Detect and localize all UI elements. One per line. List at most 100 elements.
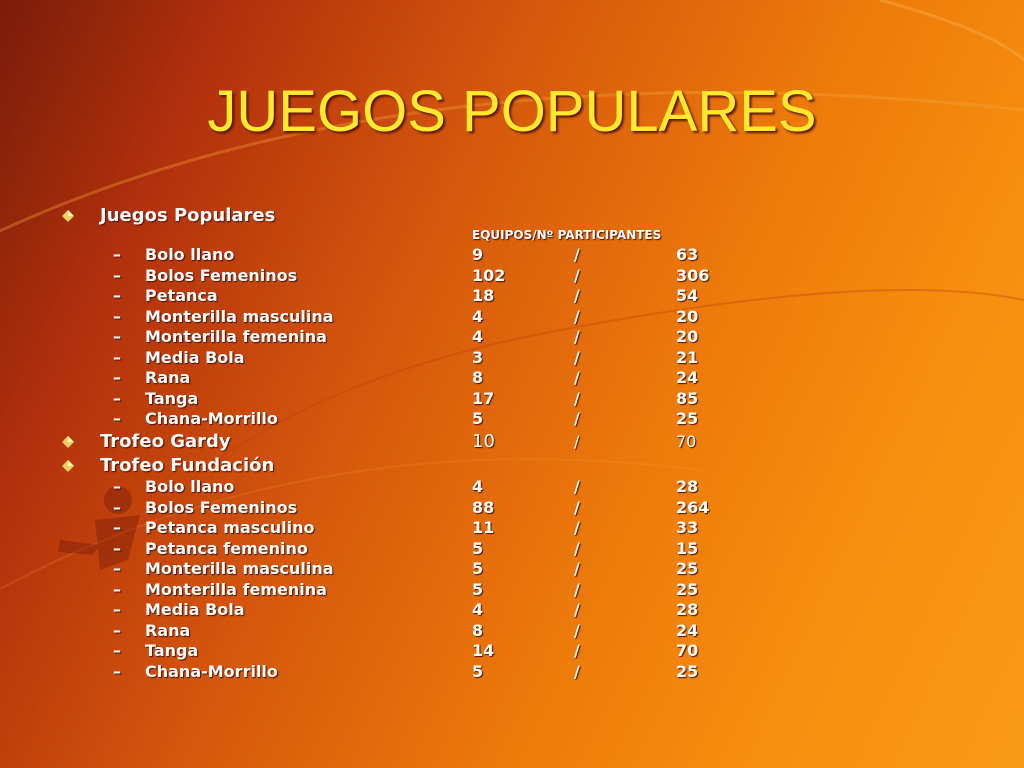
- equipos-value: 102: [472, 265, 506, 285]
- diamond-bullet-icon: [62, 436, 74, 448]
- section-label: Juegos Populares: [100, 205, 276, 226]
- separator: /: [574, 641, 580, 660]
- diamond-bullet-icon: [62, 460, 74, 472]
- equipos-value: 5: [472, 559, 484, 578]
- equipos-value: 5: [472, 579, 484, 599]
- equipos-value: 4: [472, 327, 484, 346]
- participantes-value: 20: [676, 306, 699, 326]
- item-name: Media Bola: [145, 600, 245, 619]
- dash-bullet: –: [113, 286, 121, 305]
- participantes-value: 306: [676, 265, 710, 285]
- equipos-value: 3: [472, 347, 484, 367]
- dash-bullet: –: [113, 497, 121, 517]
- equipos-value: 4: [472, 306, 484, 326]
- participantes-value: 70: [676, 432, 697, 451]
- item-name: Bolos Femeninos: [145, 497, 298, 517]
- item-name: Petanca femenino: [145, 538, 308, 558]
- equipos-value: 9: [472, 245, 484, 264]
- participantes-value: 20: [676, 327, 699, 346]
- dash-bullet: –: [113, 368, 121, 387]
- dash-bullet: –: [113, 579, 121, 599]
- equipos-value: 11: [472, 518, 495, 537]
- section-label: Trofeo Gardy: [100, 431, 231, 452]
- equipos-value: 5: [472, 538, 484, 558]
- separator: /: [574, 518, 580, 537]
- participantes-value: 24: [676, 620, 699, 640]
- participantes-value: 264: [676, 497, 710, 517]
- equipos-value: 14: [472, 641, 495, 660]
- equipos-value: 18: [472, 286, 495, 305]
- dash-bullet: –: [113, 600, 121, 619]
- item-name: Bolo llano: [145, 477, 235, 496]
- item-name: Tanga: [145, 388, 199, 408]
- participantes-value: 63: [676, 245, 699, 264]
- item-name: Bolos Femeninos: [145, 265, 298, 285]
- diamond-bullet-icon: [62, 210, 74, 222]
- equipos-value: 8: [472, 620, 484, 640]
- participantes-value: 33: [676, 518, 699, 537]
- participantes-value: 25: [676, 559, 699, 578]
- item-name: Monterilla masculina: [145, 559, 334, 578]
- dash-bullet: –: [113, 409, 121, 428]
- equipos-value: 5: [472, 661, 484, 681]
- equipos-value: 4: [472, 477, 484, 496]
- item-name: Petanca masculino: [145, 518, 315, 537]
- participantes-value: 24: [676, 368, 699, 387]
- equipos-value: 4: [472, 600, 484, 619]
- dash-bullet: –: [113, 559, 121, 578]
- participantes-value: 54: [676, 286, 699, 305]
- participantes-value: 25: [676, 661, 699, 681]
- separator: /: [574, 306, 580, 326]
- equipos-value: 10: [472, 431, 495, 452]
- separator: /: [574, 538, 580, 558]
- equipos-value: 88: [472, 497, 495, 517]
- separator: /: [574, 409, 580, 428]
- equipos-value: 17: [472, 388, 495, 408]
- item-name: Monterilla femenina: [145, 579, 327, 599]
- slide-title: JUEGOS POPULARES: [207, 79, 817, 144]
- participantes-value: 25: [676, 579, 699, 599]
- item-name: Rana: [145, 620, 191, 640]
- separator: /: [574, 265, 580, 285]
- item-name: Petanca: [145, 286, 218, 305]
- equipos-value: 5: [472, 409, 484, 428]
- separator: /: [574, 388, 580, 408]
- dash-bullet: –: [113, 538, 121, 558]
- dash-bullet: –: [113, 641, 121, 660]
- participantes-value: 70: [676, 641, 699, 660]
- separator: /: [574, 600, 580, 619]
- separator: /: [574, 286, 580, 305]
- dash-bullet: –: [113, 388, 121, 408]
- equipos-value: 8: [472, 368, 484, 387]
- separator: /: [574, 347, 580, 367]
- dash-bullet: –: [113, 620, 121, 640]
- dash-bullet: –: [113, 306, 121, 326]
- separator: /: [574, 579, 580, 599]
- separator: /: [574, 661, 580, 681]
- separator: /: [574, 477, 580, 496]
- participantes-value: 28: [676, 600, 699, 619]
- item-name: Bolo llano: [145, 245, 235, 264]
- section-label: Trofeo Fundación: [100, 455, 275, 476]
- column-header: EQUIPOS/Nº PARTICIPANTES: [472, 228, 662, 242]
- separator: /: [574, 327, 580, 346]
- participantes-value: 21: [676, 347, 699, 367]
- item-name: Rana: [145, 368, 191, 387]
- participantes-value: 25: [676, 409, 699, 428]
- item-name: Monterilla femenina: [145, 327, 327, 346]
- dash-bullet: –: [113, 265, 121, 285]
- dash-bullet: –: [113, 245, 121, 264]
- dash-bullet: –: [113, 518, 121, 537]
- separator: /: [574, 497, 580, 517]
- separator: /: [574, 368, 580, 387]
- participantes-value: 85: [676, 388, 699, 408]
- item-name: Chana-Morrillo: [145, 409, 278, 428]
- dash-bullet: –: [113, 477, 121, 496]
- separator: /: [574, 245, 580, 264]
- item-name: Media Bola: [145, 347, 245, 367]
- separator: /: [574, 620, 580, 640]
- separator: /: [574, 432, 580, 451]
- figure-silhouette: [58, 486, 140, 570]
- item-name: Monterilla masculina: [145, 306, 334, 326]
- participantes-value: 15: [676, 538, 699, 558]
